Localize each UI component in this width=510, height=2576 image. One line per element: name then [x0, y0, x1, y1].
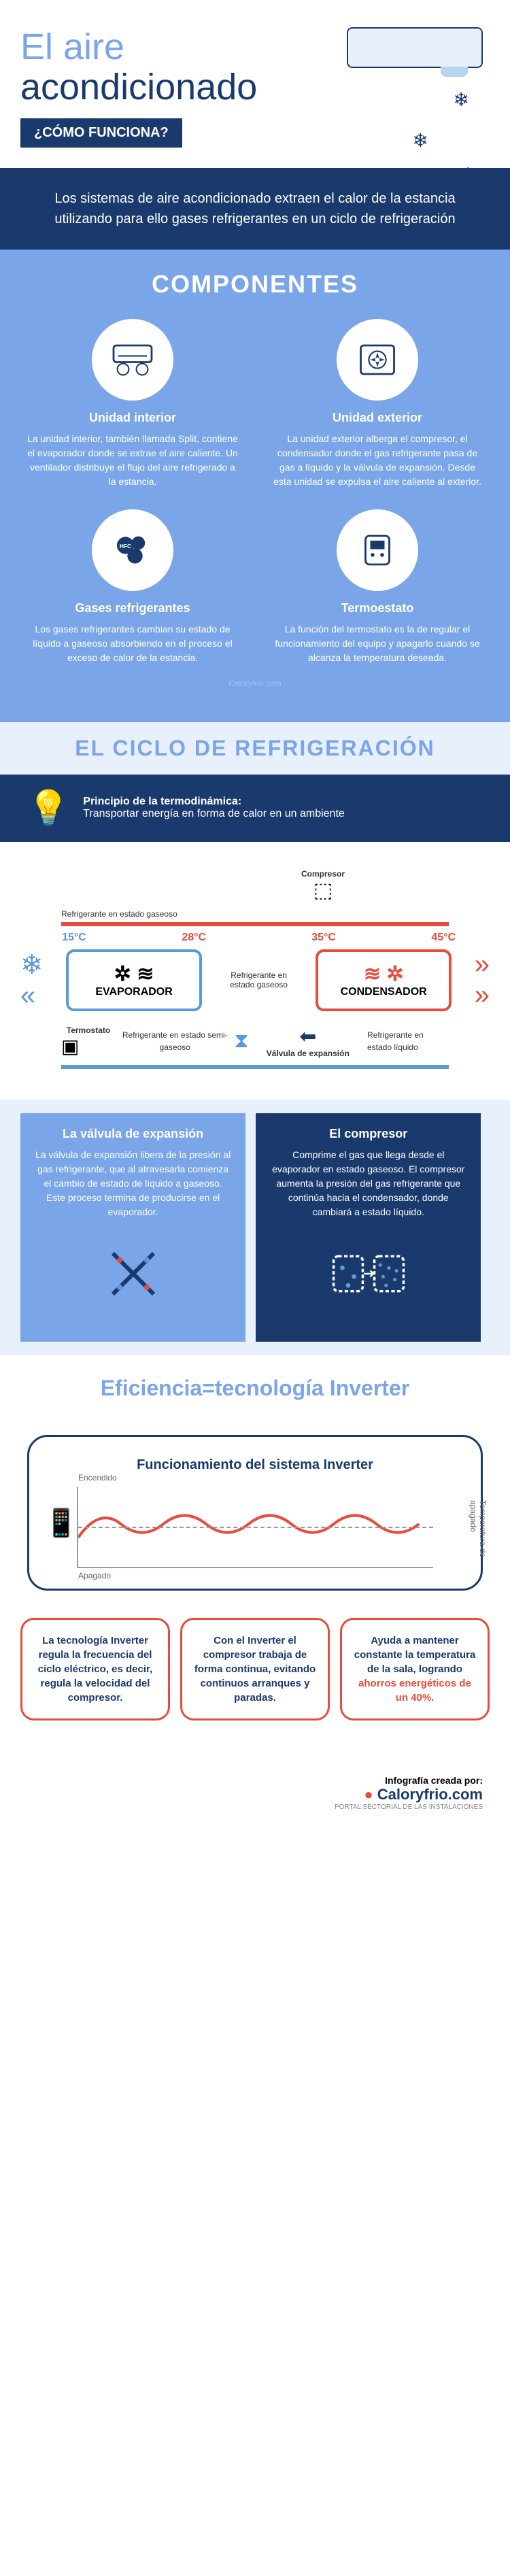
- flow-arrow-icon: ⬅: [299, 1026, 316, 1048]
- info-box: La tecnología Inverter regula la frecuen…: [20, 1618, 170, 1721]
- unit-label: EVAPORADOR: [95, 986, 173, 998]
- info-boxes: La tecnología Inverter regula la frecuen…: [0, 1604, 510, 1734]
- svg-text:HFC: HFC: [120, 543, 131, 549]
- info-text: La válvula de expansión libera de la pre…: [34, 1148, 232, 1219]
- intro-text: Los sistemas de aire acondicionado extra…: [0, 168, 510, 250]
- component-desc: La unidad exterior alberga el compresor,…: [265, 432, 490, 489]
- section-ciclo: EL CICLO DE REFRIGERACIÓN 💡 Principio de…: [0, 722, 510, 1355]
- component-item: HFC Gases refrigerantes Los gases refrig…: [20, 509, 245, 665]
- snowflake-icon: ❄: [413, 129, 428, 152]
- lightbulb-icon: 💡: [27, 788, 69, 828]
- outdoor-unit-icon: [337, 319, 418, 401]
- compressor-diagram-icon: [328, 1233, 409, 1315]
- info-box: Con el Inverter el compresor trabaja de …: [180, 1618, 330, 1721]
- inverter-chart: Funcionamiento del sistema Inverter 📱 En…: [27, 1435, 483, 1591]
- header: ❄ ❄ ❄ El aire acondicionado ¿CÓMO FUNCIO…: [0, 0, 510, 168]
- box-text: Con el Inverter el compresor trabaja de …: [194, 1635, 316, 1704]
- ac-unit-icon: [347, 27, 483, 68]
- principle-text: Transportar energía en forma de calor en…: [83, 808, 345, 820]
- brand-name: ● Caloryfrio.com: [27, 1786, 483, 1803]
- info-title: La válvula de expansión: [34, 1127, 232, 1141]
- fan-icon: ≋ ✲: [364, 963, 404, 985]
- component-desc: La unidad interior, también llamada Spli…: [20, 432, 245, 489]
- footer: Infografía creada por: ● Caloryfrio.com …: [0, 1755, 510, 1831]
- temp-label: 15°C: [62, 932, 86, 944]
- thermostat-small-icon: ▣: [61, 1035, 116, 1057]
- section-title: EL CICLO DE REFRIGERACIÓN: [0, 722, 510, 775]
- valve-info: La válvula de expansión La válvula de ex…: [20, 1113, 245, 1342]
- y-axis-label: Temperatura de apagado: [474, 1500, 488, 1567]
- component-item: Termoestato La función del termostato es…: [265, 509, 490, 665]
- box-text: Ayuda a mantener constante la temperatur…: [354, 1635, 475, 1675]
- valve-diagram-icon: [92, 1233, 174, 1315]
- condenser-box: 35°C 45°C ≋ ✲ CONDENSADOR: [316, 949, 452, 1011]
- cycle-diagram: Compresor ⬚ Refrigerante en estado gaseo…: [0, 842, 510, 1100]
- box-highlight: ahorros energéticos de un 40%.: [358, 1678, 471, 1704]
- hot-air-icon: »»: [475, 949, 490, 1011]
- component-name: Termoestato: [265, 601, 490, 615]
- temp-label: 45°C: [431, 932, 456, 944]
- component-name: Gases refrigerantes: [20, 601, 245, 615]
- thermostat-icon: [337, 509, 418, 591]
- subtitle: ¿CÓMO FUNCIONA?: [20, 118, 182, 148]
- title-line: El aire: [20, 27, 124, 67]
- axis-label: Apagado: [78, 1571, 111, 1580]
- valve-icon: ⧗: [234, 1030, 248, 1053]
- cold-air-icon: ❄«: [20, 949, 44, 1011]
- remote-icon: 📱: [44, 1507, 78, 1539]
- temp-label: 35°C: [311, 932, 336, 944]
- component-desc: La función del termostato es la de regul…: [265, 622, 490, 665]
- compressor-info: El compresor Comprime el gas que llega d…: [256, 1113, 481, 1342]
- snowflake-icon: ❄: [454, 88, 469, 111]
- state-label: Refrigerante en estado líquido: [367, 1030, 424, 1052]
- principle-label: Principio de la termodinámica:: [83, 796, 345, 808]
- evaporator-box: 15°C 28°C ✲ ≋ EVAPORADOR: [66, 949, 202, 1011]
- component-name: Unidad interior: [20, 411, 245, 425]
- hfc-gas-icon: HFC: [92, 509, 173, 591]
- title-line: acondicionado: [20, 67, 257, 107]
- indoor-unit-icon: [92, 319, 173, 401]
- section-title: Eficiencia=tecnología Inverter: [0, 1355, 510, 1421]
- axis-label: Encendido: [78, 1473, 117, 1482]
- component-desc: Los gases refrigerantes cambian su estad…: [20, 622, 245, 665]
- box-text: La tecnología Inverter regula la frecuen…: [38, 1635, 152, 1704]
- temp-label: 28°C: [182, 932, 206, 944]
- thermostat-label: Termostato: [61, 1026, 116, 1035]
- state-label: Refrigerante en estado gaseoso: [225, 970, 293, 989]
- principle-box: 💡 Principio de la termodinámica: Transpo…: [0, 775, 510, 842]
- valve-label: Válvula de expansión: [249, 1049, 367, 1058]
- info-title: El compresor: [269, 1127, 467, 1141]
- compressor-label: Compresor: [156, 869, 490, 879]
- component-name: Unidad exterior: [265, 411, 490, 425]
- section-componentes: COMPONENTES Unidad interior La unidad in…: [0, 250, 510, 722]
- credit-label: Infografía creada por:: [27, 1775, 483, 1786]
- brand-tagline: PORTAL SECTORIAL DE LAS INSTALACIONES: [27, 1803, 483, 1811]
- chart-title: Funcionamiento del sistema Inverter: [50, 1457, 460, 1473]
- compressor-icon: ⬚: [156, 879, 490, 902]
- state-label: Refrigerante en estado semi-gaseoso: [122, 1030, 228, 1052]
- section-title: COMPONENTES: [20, 270, 490, 299]
- component-item: Unidad interior La unidad interior, tamb…: [20, 319, 245, 489]
- state-label: Refrigerante en estado gaseoso: [61, 909, 490, 919]
- snowflake-icon: ❄: [460, 163, 476, 186]
- fan-icon: ✲ ≋: [114, 963, 154, 985]
- component-item: Unidad exterior La unidad exterior alber…: [265, 319, 490, 489]
- unit-label: CONDENSADOR: [341, 986, 427, 998]
- info-text: Comprime el gas que llega desde el evapo…: [269, 1148, 467, 1219]
- info-box: Ayuda a mantener constante la temperatur…: [340, 1618, 490, 1721]
- watermark: Caloryfrio.com: [20, 679, 490, 688]
- section-eficiencia: Eficiencia=tecnología Inverter Funcionam…: [0, 1355, 510, 1755]
